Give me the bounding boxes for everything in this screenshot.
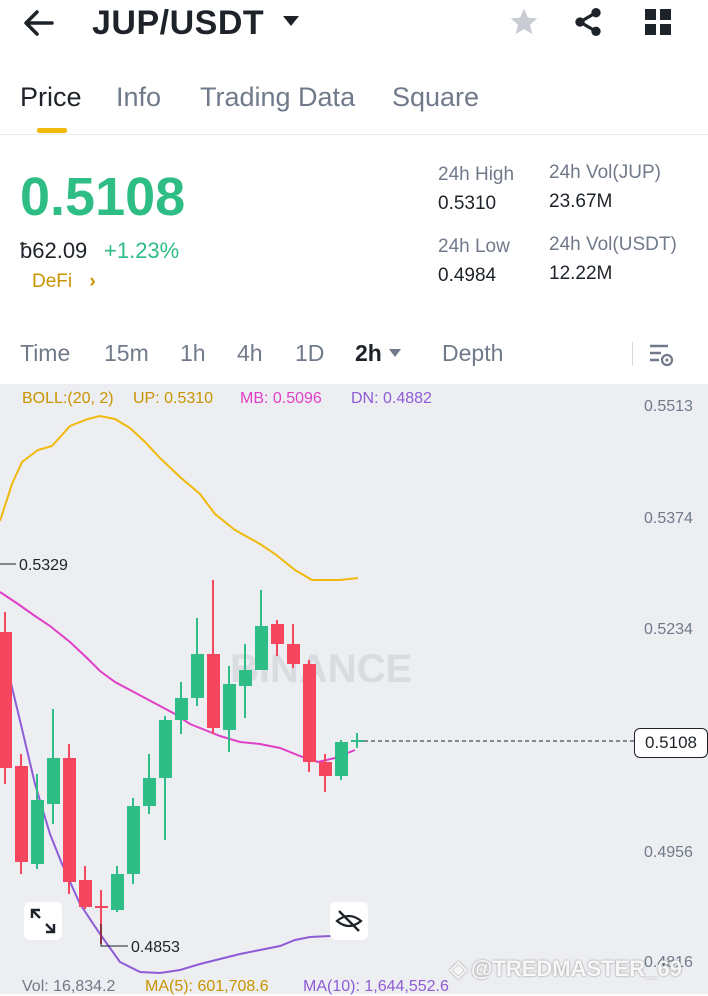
chart-settings-icon[interactable] <box>648 342 674 368</box>
tab-square[interactable]: Square <box>392 82 480 112</box>
tab-info[interactable]: Info <box>116 82 162 112</box>
current-price-tag: 0.5108 <box>634 728 708 758</box>
fullscreen-button[interactable] <box>24 902 62 940</box>
diamond-logo-icon: ◈ <box>450 956 467 981</box>
volume-ma10: MA(10): 1,644,552.6 <box>303 978 449 995</box>
interval-time[interactable]: Time <box>20 340 71 366</box>
boll-middle-line <box>0 591 356 764</box>
boll-dn-value: DN: 0.4882 <box>351 390 432 407</box>
star-icon[interactable] <box>507 6 541 38</box>
user-watermark: ◈ @TREDMASTER_69 <box>450 956 682 982</box>
user-watermark-text: @TREDMASTER_69 <box>470 956 682 981</box>
interval-1h[interactable]: 1h <box>180 340 206 366</box>
boll-upper-line <box>0 414 359 581</box>
boll-mb-value: MB: 0.5096 <box>240 390 322 407</box>
interval-caret-icon[interactable] <box>388 348 402 358</box>
active-tab-indicator <box>37 128 67 133</box>
fiat-price: ƀ62.09 <box>20 238 88 263</box>
low-marker-line <box>100 924 128 947</box>
axis-label: 0.4816 <box>644 954 693 971</box>
boll-up-value: UP: 0.5310 <box>133 390 214 407</box>
pair-title[interactable]: JUP/USDT <box>92 4 265 42</box>
axis-label: 0.5374 <box>644 510 693 527</box>
expand-icon <box>30 908 56 934</box>
tab-trading-data[interactable]: Trading Data <box>200 82 356 112</box>
tab-bar: Price Info Trading Data Square <box>0 80 708 135</box>
high-value: 0.5310 <box>438 193 497 214</box>
divider <box>632 342 633 366</box>
interval-depth[interactable]: Depth <box>442 340 504 366</box>
chart-panel[interactable]: BINANCE <box>0 384 708 994</box>
price-change: +1.23% <box>104 238 180 263</box>
last-price: 0.5108 <box>20 167 186 227</box>
candlestick-chart: BINANCE <box>0 414 634 975</box>
vol-base-label: 24h Vol(JUP) <box>549 162 661 183</box>
low-value: 0.4984 <box>438 265 497 286</box>
interval-2h[interactable]: 2h <box>355 340 382 366</box>
candles <box>0 580 364 944</box>
axis-label: 0.5513 <box>644 398 693 415</box>
interval-1d[interactable]: 1D <box>295 340 325 366</box>
caret-down-icon[interactable] <box>282 14 300 28</box>
low-label: 24h Low <box>438 236 510 257</box>
interval-bar: Time 15m 1h 4h 1D 2h Depth <box>0 338 708 372</box>
volume-ma5: MA(5): 601,708.6 <box>145 978 269 995</box>
eye-off-icon <box>335 910 363 932</box>
low-marker-label: 0.4853 <box>131 939 180 956</box>
hide-indicators-button[interactable] <box>330 902 368 940</box>
category-tag[interactable]: DeFi › <box>32 271 96 293</box>
top-bar: JUP/USDT <box>0 0 708 60</box>
vol-base-value: 23.67M <box>549 191 613 212</box>
category-tag-label: DeFi <box>32 271 73 292</box>
high-label: 24h High <box>438 164 515 185</box>
axis-label: 0.4956 <box>644 844 693 861</box>
interval-4h[interactable]: 4h <box>237 340 263 366</box>
vol-quote-value: 12.22M <box>549 263 613 284</box>
high-marker-label: 0.5329 <box>19 557 68 574</box>
grid-menu-icon[interactable] <box>644 8 672 36</box>
share-icon[interactable] <box>572 6 604 38</box>
interval-15m[interactable]: 15m <box>104 340 149 366</box>
volume-value: Vol: 16,834.2 <box>22 978 116 995</box>
vol-quote-label: 24h Vol(USDT) <box>549 234 677 255</box>
back-arrow-icon[interactable] <box>22 8 56 38</box>
boll-params: BOLL:(20, 2) <box>22 390 114 407</box>
tab-price[interactable]: Price <box>20 82 82 112</box>
chevron-right-icon: › <box>89 271 96 292</box>
axis-label: 0.5234 <box>644 621 693 638</box>
